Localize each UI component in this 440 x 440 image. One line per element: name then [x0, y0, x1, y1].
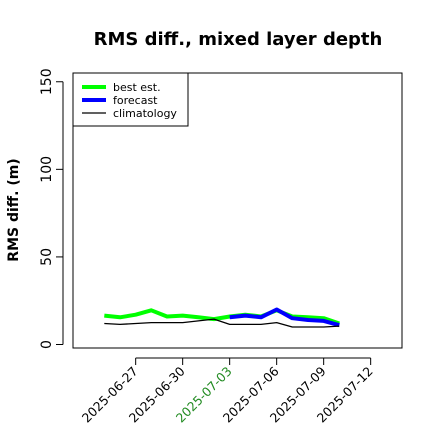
legend-label: best est. [113, 81, 161, 94]
y-tick-label: 150 [39, 68, 55, 95]
chart-title: RMS diff., mixed layer depth [94, 29, 383, 50]
series-layer [104, 307, 340, 328]
y-axis: 0 50 100 150 [39, 68, 64, 349]
y-axis-label: RMS diff. (m) [6, 158, 22, 261]
x-axis: 2025-06-272025-06-302025-07-032025-07-06… [79, 357, 376, 425]
y-tick-label: 100 [39, 156, 55, 183]
legend-label: forecast [113, 94, 158, 107]
legend-label: climatology [113, 107, 177, 120]
y-tick-label: 0 [39, 340, 55, 349]
series-line-climatology [104, 318, 340, 328]
series-line-forecast [229, 307, 340, 328]
plot-frame [72, 72, 403, 349]
y-tick-label: 50 [39, 248, 55, 266]
series-line-best-est [104, 308, 340, 326]
